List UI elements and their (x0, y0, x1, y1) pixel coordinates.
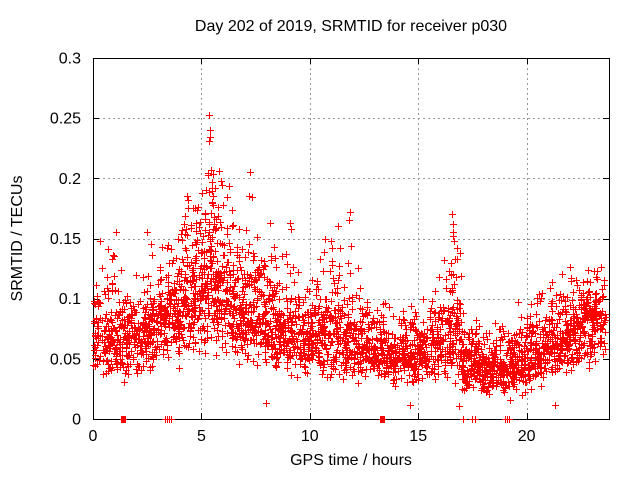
tick-labels: 0 5 10 15 20 0 0.05 0.1 0.15 0.2 0.25 0.3 (50, 51, 536, 446)
scatter-points (90, 112, 610, 423)
y-tick-label: 0.1 (59, 291, 81, 308)
y-axis-label: SRMTID / TECUs (9, 176, 26, 302)
x-tick-label: 10 (301, 428, 319, 445)
x-axis-label: GPS time / hours (290, 452, 412, 469)
data-points (90, 112, 610, 423)
x-tick-label: 0 (89, 428, 98, 445)
y-tick-label: 0.05 (50, 351, 81, 368)
chart-title: Day 202 of 2019, SRMTID for receiver p03… (195, 18, 507, 35)
y-tick-label: 0.15 (50, 231, 81, 248)
x-tick-label: 5 (197, 428, 206, 445)
y-tick-label: 0.3 (59, 51, 81, 68)
y-tick-label: 0.2 (59, 171, 81, 188)
y-tick-label: 0.25 (50, 111, 81, 128)
x-tick-label: 20 (518, 428, 536, 445)
y-tick-label: 0 (72, 412, 81, 429)
x-tick-label: 15 (409, 428, 427, 445)
